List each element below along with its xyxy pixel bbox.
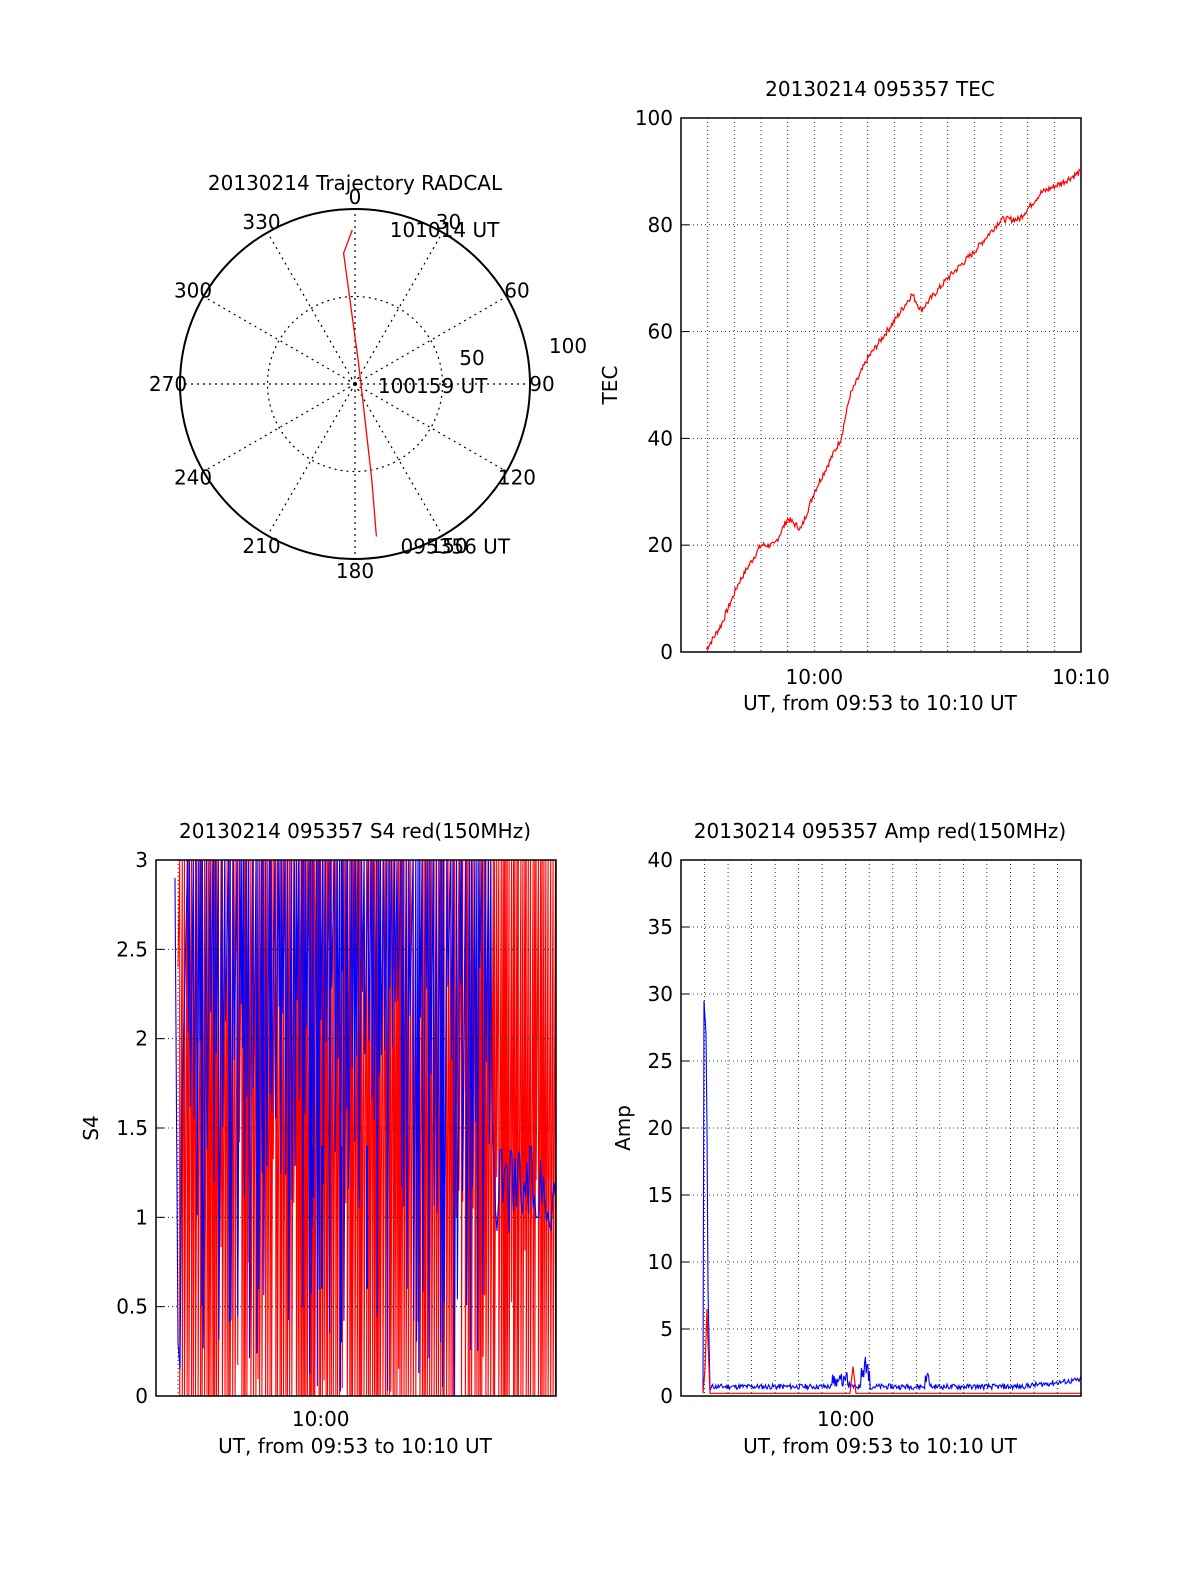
polar-trajectory-chart: 20130214 Trajectory RADCAL 0 30 60 90 120 150… bbox=[149, 171, 587, 583]
polar-angle-label: 180 bbox=[336, 559, 374, 583]
polar-angle-label: 60 bbox=[504, 279, 529, 303]
amp-ytick-label: 25 bbox=[648, 1049, 673, 1073]
amp-ytick-label: 0 bbox=[660, 1384, 673, 1408]
polar-time-annotation: 101014 UT bbox=[390, 218, 500, 242]
polar-title: 20130214 Trajectory RADCAL bbox=[208, 171, 503, 195]
s4-ytick-label: 1.5 bbox=[116, 1116, 148, 1140]
polar-spoke bbox=[203, 383, 356, 473]
amp-xtick-label: 10:00 bbox=[817, 1407, 875, 1431]
tec-xtick-label: 10:10 bbox=[1052, 665, 1110, 689]
polar-spoke bbox=[354, 232, 444, 385]
s4-xtick-label: 10:00 bbox=[292, 1407, 350, 1431]
amp-ytick-label: 5 bbox=[660, 1317, 673, 1341]
amp-ytick-label: 20 bbox=[648, 1116, 673, 1140]
amp-title: 20130214 095357 Amp red(150MHz) bbox=[694, 819, 1066, 843]
amp-xlabel: UT, from 09:53 to 10:10 UT bbox=[743, 1434, 1018, 1458]
polar-angle-label: 210 bbox=[242, 534, 280, 558]
amp-ytick-label: 10 bbox=[648, 1250, 673, 1274]
tec-ytick-label: 80 bbox=[648, 213, 673, 237]
polar-time-annotation: 095356 UT bbox=[400, 534, 510, 558]
amp-ytick-label: 40 bbox=[648, 848, 673, 872]
s4-ytick-label: 2 bbox=[135, 1027, 148, 1051]
polar-ring-50 bbox=[266, 295, 444, 473]
s4-ytick-label: 3 bbox=[135, 848, 148, 872]
polar-angle-label: 30 bbox=[436, 210, 461, 234]
tec-title: 20130214 095357 TEC bbox=[765, 77, 995, 101]
tec-ytick-label: 100 bbox=[635, 106, 673, 130]
polar-angle-labels: 0 30 60 90 120 150 180 210 240 270 300 330 50 100 bbox=[149, 185, 587, 583]
polar-spoke bbox=[354, 383, 507, 473]
polar-grid bbox=[179, 208, 531, 560]
s4-xlabel: UT, from 09:53 to 10:10 UT bbox=[218, 1434, 493, 1458]
polar-angle-label: 0 bbox=[349, 185, 362, 209]
tec-chart: 20130214 095357 TEC UT, from 09:53 to 10… bbox=[598, 77, 1110, 715]
polar-spoke bbox=[203, 295, 356, 385]
tec-ytick-label: 0 bbox=[660, 640, 673, 664]
s4-ytick-label: 1 bbox=[135, 1205, 148, 1229]
polar-spoke bbox=[354, 295, 507, 385]
polar-angle-label: 330 bbox=[242, 210, 280, 234]
polar-trajectory-series bbox=[342, 229, 378, 537]
polar-trajectory-line bbox=[342, 229, 378, 537]
amp-chart: 20130214 095357 Amp red(150MHz) UT, from… bbox=[611, 819, 1082, 1458]
polar-angle-label: 300 bbox=[174, 279, 212, 303]
tec-ylabel: TEC bbox=[598, 366, 622, 406]
tec-series-line bbox=[705, 168, 1082, 651]
amp-ytick-label: 35 bbox=[648, 915, 673, 939]
polar-spoke bbox=[354, 383, 444, 536]
polar-spoke bbox=[266, 383, 356, 536]
polar-angle-label: 240 bbox=[174, 466, 212, 490]
amp-blue-series bbox=[702, 1000, 1082, 1392]
tec-plot-frame bbox=[680, 117, 1082, 653]
s4-blue-series bbox=[174, 859, 557, 1396]
s4-ylabel: S4 bbox=[79, 1115, 103, 1140]
polar-annotations: 101014 UT 100159 UT 095356 UT bbox=[378, 218, 511, 558]
s4-ytick-label: 0 bbox=[135, 1384, 148, 1408]
tec-xtick-label: 10:00 bbox=[786, 665, 844, 689]
polar-angle-label: 120 bbox=[498, 466, 536, 490]
amp-ylabel: Amp bbox=[611, 1105, 635, 1151]
polar-spoke bbox=[266, 232, 356, 385]
polar-radius-label: 50 bbox=[459, 346, 484, 370]
tec-ytick-label: 60 bbox=[648, 320, 673, 344]
amp-red-series bbox=[702, 1308, 1081, 1394]
s4-title: 20130214 095357 S4 red(150MHz) bbox=[179, 819, 531, 843]
tec-xlabel: UT, from 09:53 to 10:10 UT bbox=[743, 691, 1018, 715]
tec-ytick-label: 40 bbox=[648, 426, 673, 450]
polar-angle-label: 90 bbox=[529, 372, 554, 396]
polar-angle-label: 270 bbox=[149, 372, 187, 396]
amp-ytick-label: 15 bbox=[648, 1183, 673, 1207]
polar-time-annotation: 100159 UT bbox=[378, 374, 488, 398]
s4-ytick-label: 0.5 bbox=[116, 1295, 148, 1319]
polar-radius-label: 100 bbox=[549, 334, 587, 358]
s4-ytick-label: 2.5 bbox=[116, 937, 148, 961]
amp-ytick-label: 30 bbox=[648, 982, 673, 1006]
polar-angle-label: 150 bbox=[429, 534, 467, 558]
tec-ytick-label: 20 bbox=[648, 533, 673, 557]
s4-chart: 20130214 095357 S4 red(150MHz) UT, from … bbox=[79, 819, 557, 1458]
